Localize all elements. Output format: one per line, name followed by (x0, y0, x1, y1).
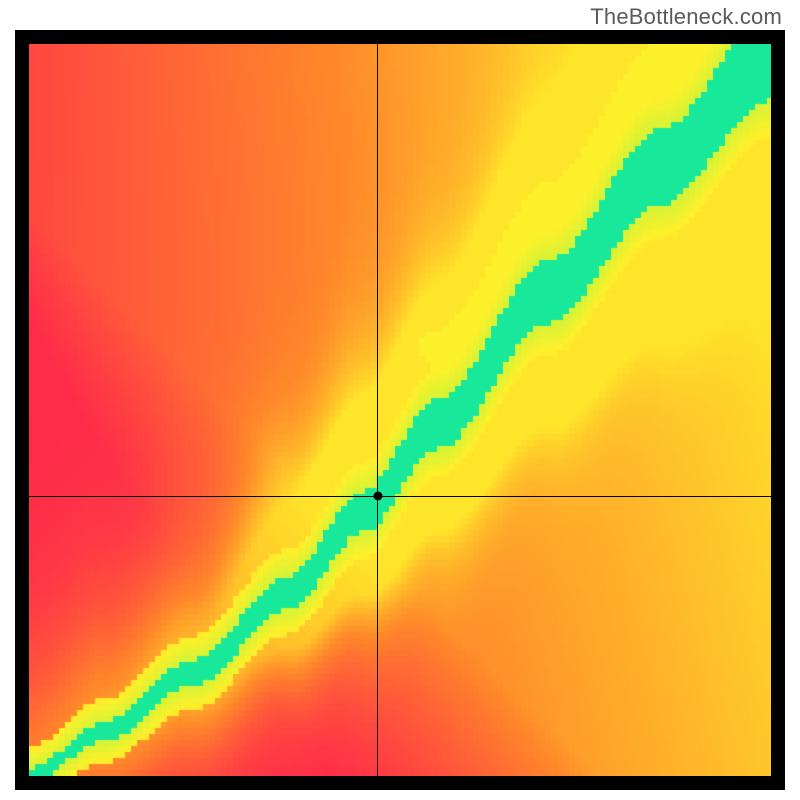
crosshair-marker (373, 492, 382, 501)
attribution-text: TheBottleneck.com (590, 4, 782, 30)
chart-container: TheBottleneck.com (0, 0, 800, 800)
chart-frame (15, 30, 785, 790)
crosshair-vertical (377, 44, 378, 776)
heatmap-canvas (29, 44, 771, 776)
crosshair-horizontal (29, 496, 771, 497)
